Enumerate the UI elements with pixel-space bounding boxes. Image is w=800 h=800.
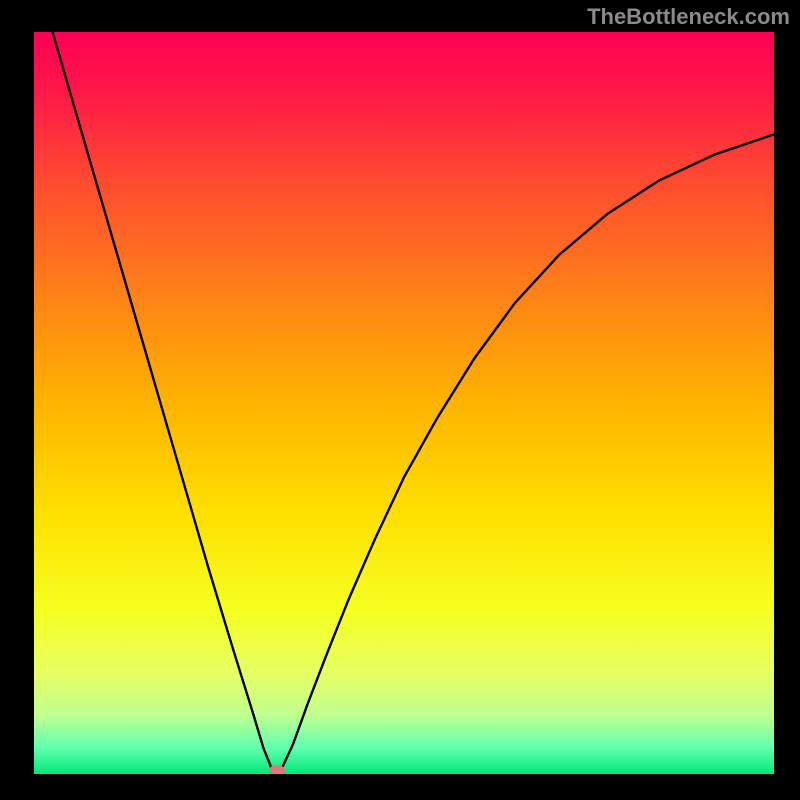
watermark-text: TheBottleneck.com: [587, 4, 790, 30]
minimum-marker: [269, 765, 285, 774]
plot-area: [34, 32, 774, 774]
curve-svg: [34, 32, 774, 774]
bottleneck-curve: [53, 32, 775, 774]
